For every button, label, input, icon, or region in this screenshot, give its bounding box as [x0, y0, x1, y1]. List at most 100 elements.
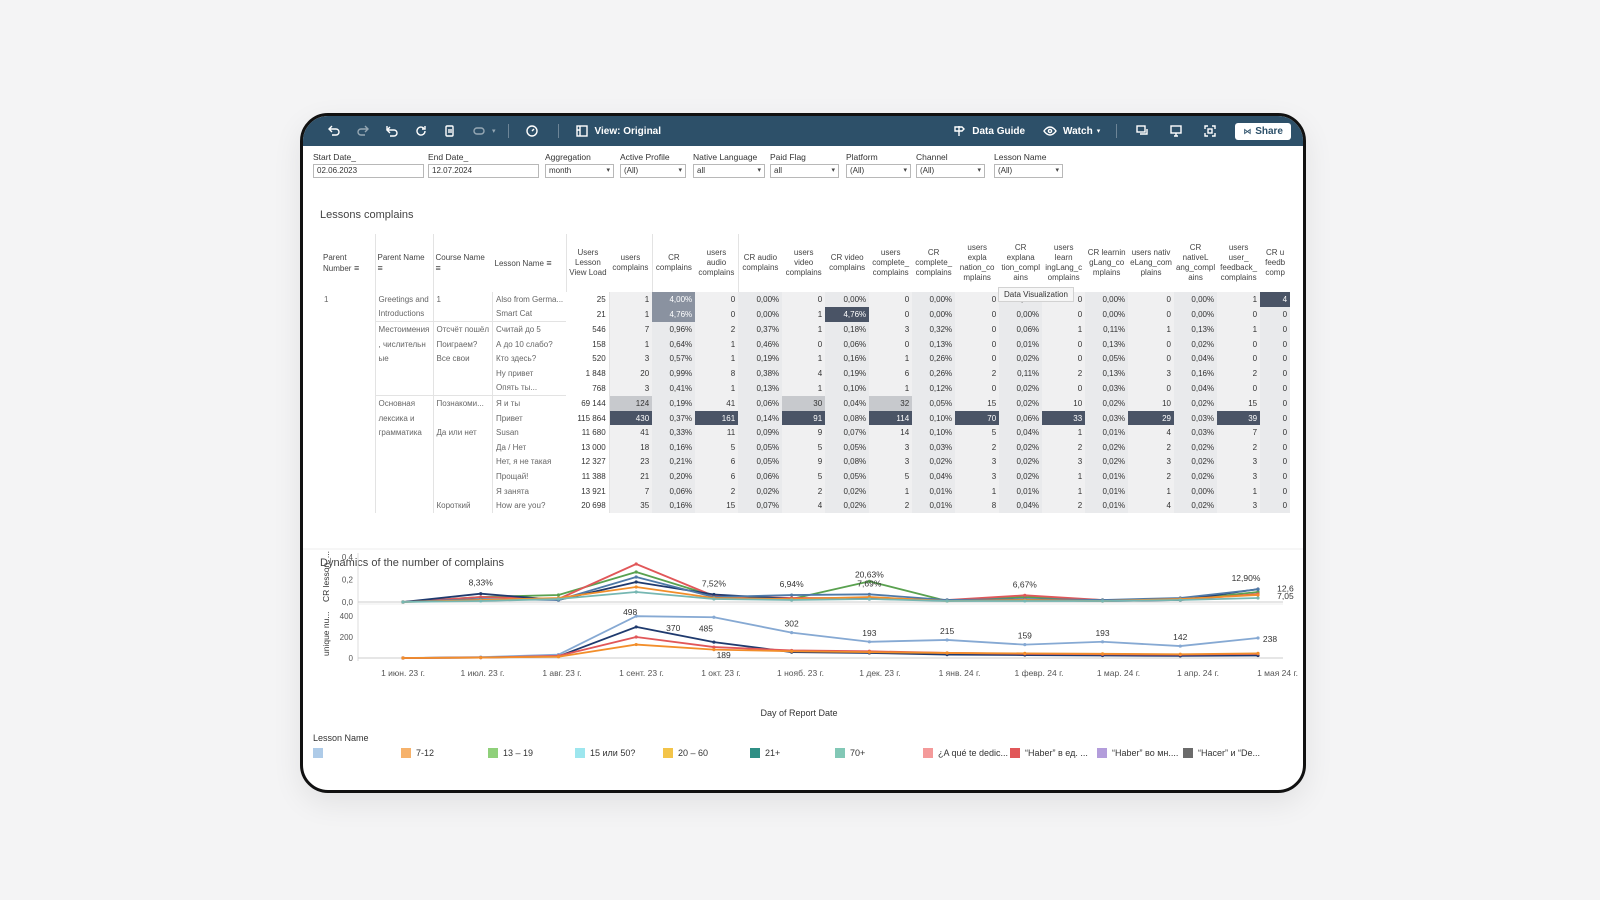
data-point[interactable] [401, 656, 405, 660]
data-point[interactable] [1023, 593, 1027, 597]
data-point[interactable] [712, 640, 716, 644]
fullscreen-icon[interactable] [1201, 122, 1219, 140]
data-point[interactable] [1100, 599, 1105, 603]
data-point[interactable] [634, 585, 638, 589]
legend-item[interactable]: 20 – 60 [663, 748, 708, 758]
replay-dropdown-icon[interactable]: ▾ [492, 128, 496, 135]
data-point[interactable] [479, 592, 483, 596]
legend-item[interactable]: “Hacer” и “De... [1183, 748, 1260, 758]
sort-icon[interactable]: ≡ [351, 262, 360, 273]
view-original-button[interactable]: View: Original [573, 122, 661, 140]
data-point[interactable] [867, 597, 871, 601]
data-point[interactable] [556, 593, 561, 597]
data-point[interactable] [479, 655, 483, 660]
column-header[interactable]: Course Name ≡ [432, 234, 493, 292]
series-line[interactable] [402, 591, 1259, 603]
data-point[interactable] [867, 640, 871, 644]
data-point[interactable] [1178, 644, 1182, 648]
legend-item[interactable]: ¿A qué te dedic... [923, 748, 1008, 758]
legend-item[interactable] [313, 748, 328, 758]
data-point[interactable] [634, 562, 638, 566]
data-point[interactable] [1023, 599, 1027, 603]
table-row[interactable]: Короткий How are you? 20 698 35 0,16% 15 0,07%… [321, 498, 1291, 513]
data-point[interactable] [1256, 593, 1260, 597]
present-icon[interactable] [1167, 122, 1185, 140]
data-point[interactable] [1256, 596, 1260, 600]
table-row[interactable]: Я занята 13 921 7 0,06% 2 0,02% 2 0,02% 1 0,01% 1 0… [321, 483, 1291, 499]
table-row[interactable]: , числительн Поиграем? А до 10 слабо? 158 1 0… [321, 336, 1291, 352]
data-point[interactable] [556, 597, 561, 601]
table-row[interactable]: Опять ты... 768 3 0,41% 1 0,13% 1 0,10% 1 0,12% 0 0… [321, 380, 1291, 396]
column-header[interactable]: users complains [612, 253, 649, 272]
watch-button[interactable]: Watch ▾ [1041, 122, 1100, 140]
column-header[interactable]: CR complete_ complains [915, 248, 953, 277]
sort-icon[interactable]: ≡ [377, 263, 383, 273]
data-point[interactable] [1178, 652, 1182, 656]
data-point[interactable] [712, 648, 716, 652]
data-point[interactable] [1100, 640, 1105, 644]
data-point[interactable] [945, 638, 949, 642]
data-point[interactable] [1023, 651, 1027, 655]
end-date-input[interactable]: 12.07.2024 [428, 164, 539, 178]
table-row[interactable]: 1 Greetings and 1 Also from Germa... 25 1 4,00… [321, 292, 1291, 307]
legend-item[interactable]: “Haber” в ед. ... [1010, 748, 1088, 758]
table-row[interactable]: лексика и Привет 115 864 430 0,37% 161 0,14% 91… [321, 410, 1291, 426]
undo-icon[interactable] [325, 122, 343, 140]
data-point[interactable] [634, 625, 638, 629]
column-header[interactable]: CR complains [651, 234, 696, 292]
data-point[interactable] [401, 600, 405, 604]
pause-updates-icon[interactable] [441, 122, 459, 140]
data-point[interactable] [712, 615, 716, 619]
data-point[interactable] [790, 649, 794, 653]
share-button[interactable]: ⋈ Share [1235, 122, 1291, 140]
column-header[interactable]: users audio complains [698, 248, 735, 277]
series-line[interactable] [402, 615, 1259, 659]
column-header[interactable]: CR u feedb comp [1265, 248, 1286, 277]
data-guide-button[interactable]: Data Guide [950, 122, 1025, 140]
data-point[interactable] [1100, 652, 1105, 656]
sort-icon[interactable]: ≡ [543, 257, 552, 268]
table-row[interactable]: ые Все свои Кто здесь? 520 3 0,57% 1 0,19% 1 0,16… [321, 351, 1291, 366]
data-point[interactable] [1256, 636, 1260, 640]
table-row[interactable]: Местоимения Отсчёт пошёл Считай до 5 546 7 0,… [321, 321, 1291, 337]
data-point[interactable] [1178, 598, 1182, 602]
data-point[interactable] [634, 575, 638, 579]
data-point[interactable] [945, 651, 949, 655]
lesson-name-select[interactable]: (All) ▾ [994, 164, 1063, 178]
redo-icon[interactable] [354, 122, 372, 140]
table-row[interactable]: Ну привет 1 848 20 0,99% 8 0,38% 4 0,19% 6 0,26% 2… [321, 365, 1291, 381]
data-point[interactable] [867, 579, 871, 583]
data-point[interactable] [1023, 643, 1027, 647]
column-header[interactable]: Lesson Name ≡ [494, 257, 552, 268]
table-row[interactable]: Introductions Smart Cat 21 1 4,76% 0 0,00% 1 4,7… [321, 306, 1291, 322]
data-point[interactable] [634, 590, 638, 594]
column-header[interactable]: users complete_ complains [872, 248, 910, 277]
refresh-icon[interactable] [412, 122, 430, 140]
comments-icon[interactable] [1133, 122, 1151, 140]
data-point[interactable] [634, 635, 638, 639]
table-row[interactable]: Да / Нет 13 000 18 0,16% 5 0,05% 5 0,05% 3 0,03% 2… [321, 439, 1291, 455]
column-header[interactable]: CR explana tion_compl ains [1001, 243, 1040, 282]
data-point[interactable] [712, 597, 716, 601]
channel-select[interactable]: (All) ▾ [916, 164, 985, 178]
legend-item[interactable]: 13 – 19 [488, 748, 533, 758]
legend-item[interactable]: 15 или 50? [575, 748, 635, 758]
column-header[interactable]: Users Lesson View Load [565, 234, 610, 292]
data-point[interactable] [634, 642, 638, 647]
active-profile-select[interactable]: (All) ▾ [620, 164, 686, 178]
native-language-select[interactable]: all ▾ [693, 164, 765, 178]
data-point[interactable] [1256, 587, 1260, 591]
table-row[interactable]: Основная Познакоми... Я и ты 69 144 124 0,19%… [321, 395, 1291, 411]
metrics-icon[interactable] [523, 122, 541, 140]
column-header[interactable]: users nativ eLang_com plains [1130, 248, 1172, 277]
aggregation-select[interactable]: month ▾ [545, 164, 614, 178]
data-point[interactable] [1256, 651, 1260, 655]
replay-icon[interactable] [470, 122, 488, 140]
legend-item[interactable]: 70+ [835, 748, 865, 758]
column-header[interactable]: CR video complains [829, 253, 866, 272]
data-point[interactable] [556, 655, 561, 659]
series-line[interactable] [402, 643, 1259, 659]
column-header[interactable]: CR learnin gLang_co mplains [1087, 248, 1126, 277]
data-point[interactable] [867, 592, 871, 596]
data-point[interactable] [634, 580, 638, 584]
